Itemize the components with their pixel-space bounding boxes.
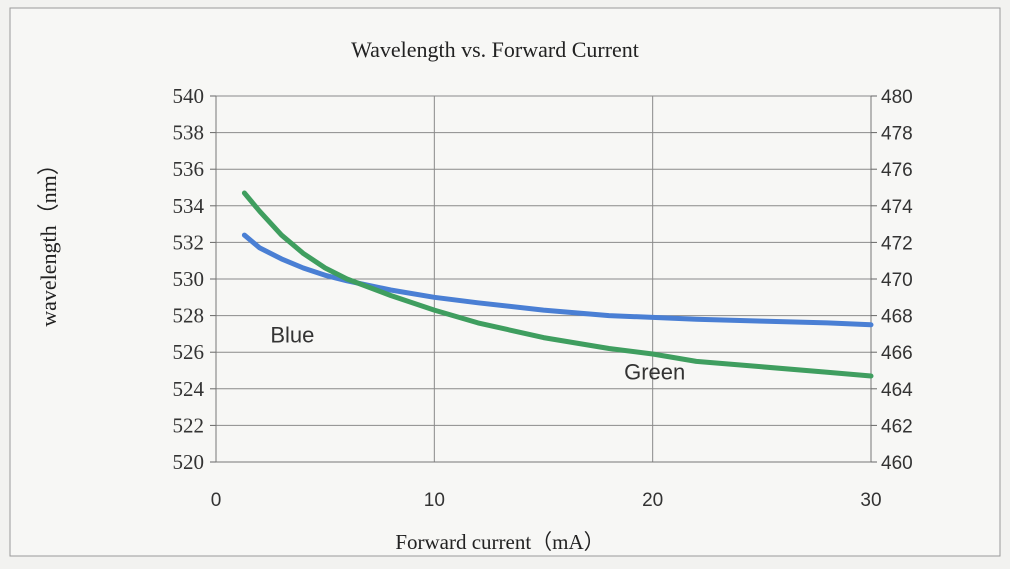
y-tick-label: 540 <box>173 84 205 108</box>
y2-tick-label: 472 <box>881 233 913 254</box>
y-tick-label: 536 <box>173 157 205 181</box>
y-tick-label: 520 <box>173 450 205 474</box>
series-line-green <box>241 190 874 379</box>
y-tick-label: 528 <box>173 304 205 328</box>
y2-tick-label: 480 <box>881 87 913 108</box>
y2-tick-label: 468 <box>881 307 913 328</box>
y2-tick-label: 470 <box>881 270 913 291</box>
label-layer: Wavelength vs. Forward Current Forward c… <box>36 37 913 554</box>
annotation-green: Green <box>624 359 685 384</box>
x-axis-label: Forward current（mA） <box>395 530 604 554</box>
y-tick-label: 530 <box>173 267 205 291</box>
y-axis-label: wavelength（nm） <box>36 153 61 327</box>
y2-tick-label: 478 <box>881 124 913 145</box>
y-tick-label: 524 <box>173 377 205 401</box>
series-layer <box>241 190 874 379</box>
chart-border <box>9 7 1001 557</box>
y2-tick-label: 474 <box>881 197 913 218</box>
y-tick-label: 534 <box>173 194 205 218</box>
y2-tick-label: 462 <box>881 416 913 437</box>
x-tick-label: 20 <box>642 490 663 511</box>
x-tick-label: 10 <box>424 490 445 511</box>
y-tick-label: 522 <box>173 413 205 437</box>
annotation-blue: Blue <box>270 323 314 348</box>
series-line-blue <box>241 232 874 328</box>
y2-tick-label: 460 <box>881 453 913 474</box>
x-tick-label: 0 <box>211 490 222 511</box>
axis-layer <box>210 95 877 463</box>
y-tick-label: 526 <box>173 340 205 364</box>
y2-tick-label: 464 <box>881 380 913 401</box>
y-tick-label: 532 <box>173 230 205 254</box>
chart-title: Wavelength vs. Forward Current <box>351 37 639 62</box>
y-tick-label: 538 <box>173 121 205 145</box>
x-tick-label: 30 <box>860 490 881 511</box>
y2-tick-label: 466 <box>881 343 913 364</box>
y2-tick-label: 476 <box>881 160 913 181</box>
